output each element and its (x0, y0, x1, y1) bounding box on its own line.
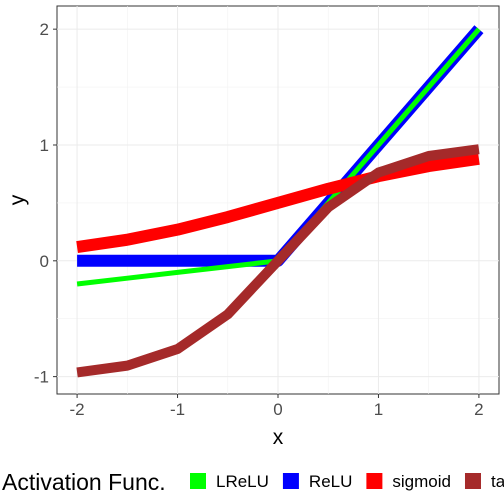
y-tick-label: 0 (40, 252, 49, 271)
x-axis-title: x (273, 426, 284, 449)
series-line-tanh (76, 144, 480, 378)
series-line-sigmoid (76, 152, 480, 253)
x-tick-label: -2 (70, 400, 85, 419)
legend-label-tanh: tanh (491, 472, 504, 491)
x-tick-label: 1 (374, 400, 383, 419)
y-tick-label: 2 (40, 20, 49, 39)
legend-title: Activation Func. (2, 469, 166, 495)
legend-key-tanh (464, 473, 481, 489)
legend-label-sigmoid: sigmoid (392, 472, 451, 491)
y-tick-label: 1 (40, 136, 49, 155)
x-tick-label: -1 (170, 400, 185, 419)
legend-key-sigmoid (366, 473, 383, 489)
y-axis-title: y (6, 194, 29, 205)
legend-label-lrelu: LReLU (216, 472, 269, 491)
legend-label-relu: ReLU (309, 472, 352, 491)
legend: Activation Func. LReLU ReLU sigmoid tanh (2, 469, 504, 495)
y-tick-label: -1 (34, 368, 49, 387)
x-tick-label: 0 (273, 400, 282, 419)
x-axis-ticks: -2 -1 0 1 2 (70, 394, 484, 419)
series-layer (76, 25, 484, 378)
legend-key-lrelu (190, 473, 206, 489)
x-tick-label: 2 (474, 400, 483, 419)
legend-key-relu (282, 473, 299, 489)
y-axis-ticks: -1 0 1 2 (34, 20, 57, 387)
